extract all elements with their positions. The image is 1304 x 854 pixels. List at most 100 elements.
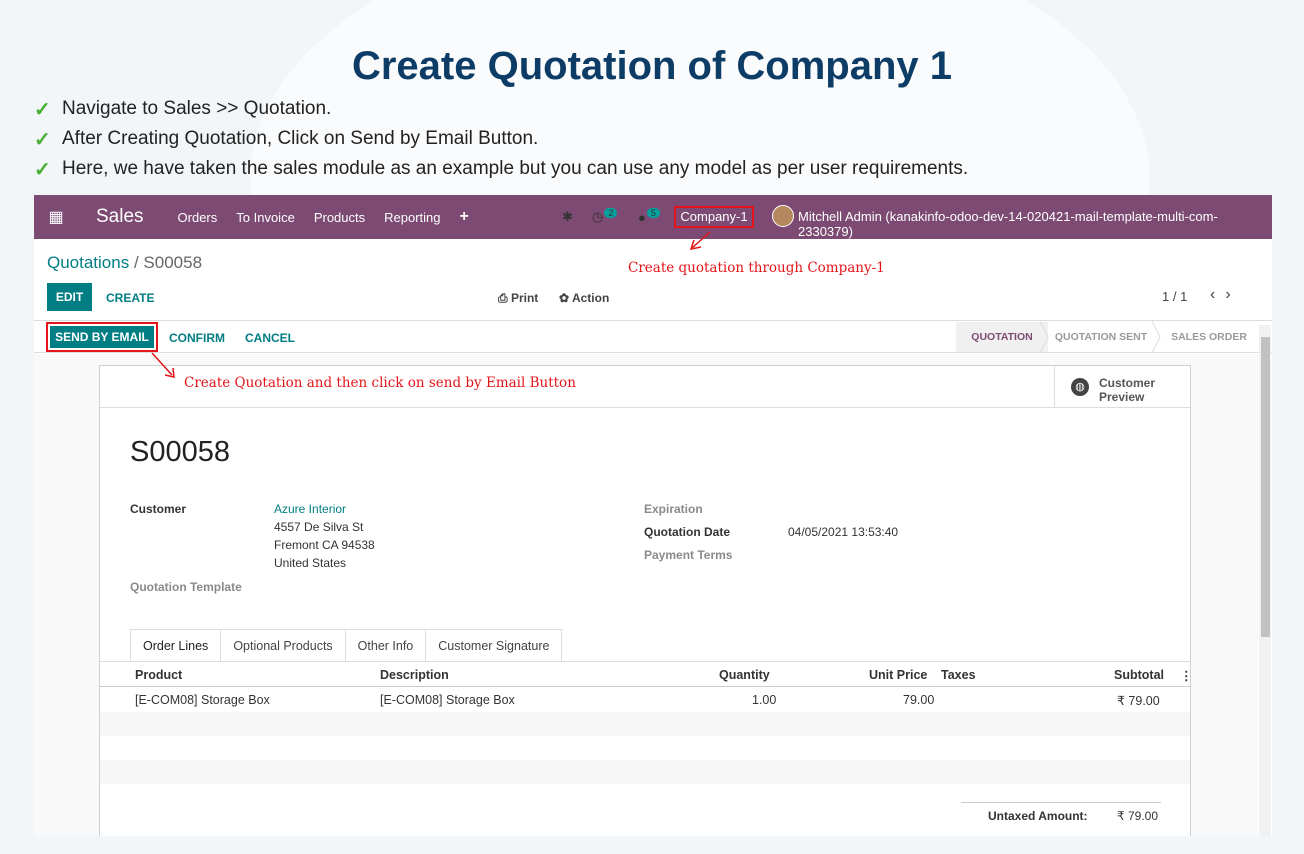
stage-separators xyxy=(1039,321,1161,354)
check-icon: ✓ xyxy=(34,128,51,151)
untaxed-amount-value: ₹ 79.00 xyxy=(1117,809,1158,823)
activity-badge: 2 xyxy=(604,208,618,218)
column-header-description[interactable]: Description xyxy=(380,668,449,682)
instruction-text: Navigate to Sales >> Quotation. xyxy=(62,98,332,119)
check-icon: ✓ xyxy=(34,98,51,121)
table-row xyxy=(100,760,1190,784)
instruction-item: ✓ Here, we have taken the sales module as… xyxy=(34,154,968,184)
customer-label: Customer xyxy=(130,502,187,516)
tab-customer-signature[interactable]: Customer Signature xyxy=(425,629,563,661)
apps-grid-icon[interactable]: ▦ xyxy=(48,209,64,226)
payment-terms-label: Payment Terms xyxy=(644,548,733,562)
scrollbar-thumb[interactable] xyxy=(1261,337,1270,637)
customer-preview-button[interactable]: ◍ Customer Preview xyxy=(1054,366,1190,407)
button-box: ◍ Customer Preview xyxy=(100,366,1190,408)
breadcrumb: Quotations / S00058 xyxy=(47,253,202,273)
instruction-item: ✓ Navigate to Sales >> Quotation. xyxy=(34,94,968,124)
print-label: Print xyxy=(510,291,539,305)
cancel-button[interactable]: CANCEL xyxy=(245,331,295,345)
chevron-right-icon[interactable]: › xyxy=(1225,286,1241,303)
action-button[interactable]: ✿ Action xyxy=(559,291,609,305)
line-quantity[interactable]: 1.00 xyxy=(752,693,777,707)
status-bar xyxy=(34,321,1272,353)
stage-quotation[interactable]: QUOTATION xyxy=(956,322,1048,352)
send-by-email-button[interactable]: SEND BY EMAIL xyxy=(50,326,154,348)
confirm-button[interactable]: CONFIRM xyxy=(169,331,225,345)
menu-products[interactable]: Products xyxy=(313,209,366,225)
avatar[interactable] xyxy=(772,205,794,227)
instruction-text: Here, we have taken the sales module as … xyxy=(62,158,969,179)
tab-order-lines[interactable]: Order Lines xyxy=(130,629,222,661)
column-header-subtotal[interactable]: Subtotal xyxy=(1114,668,1164,682)
customer-preview-label: Customer Preview xyxy=(1099,376,1155,404)
expiration-label: Expiration xyxy=(644,502,703,516)
app-name[interactable]: Sales xyxy=(96,206,144,227)
annotation-arrows xyxy=(151,231,711,378)
preview-line: Customer xyxy=(1099,376,1156,390)
table-row xyxy=(100,712,1190,736)
stage-sales-order[interactable]: SALES ORDER xyxy=(1171,331,1247,343)
menu-to-invoice[interactable]: To Invoice xyxy=(236,209,295,225)
menu-orders[interactable]: Orders xyxy=(177,209,218,225)
breadcrumb-quotations[interactable]: Quotations xyxy=(47,253,130,272)
address-line: Fremont CA 94538 xyxy=(274,538,375,552)
order-name: S00058 xyxy=(130,436,230,468)
address-line: 4557 De Silva St xyxy=(274,520,364,534)
untaxed-amount-label: Untaxed Amount: xyxy=(988,809,1088,823)
column-header-unit-price[interactable]: Unit Price xyxy=(869,668,928,682)
tab-other-info[interactable]: Other Info xyxy=(344,629,427,661)
line-product[interactable]: [E-COM08] Storage Box xyxy=(135,693,270,707)
quotation-date-label: Quotation Date xyxy=(644,525,730,539)
messages-button[interactable]: ● 5 xyxy=(638,195,660,239)
send-by-email-highlight: SEND BY EMAIL xyxy=(46,322,158,352)
annotation-company: Create quotation through Company-1 xyxy=(628,260,885,276)
chat-icon: ● xyxy=(638,209,646,225)
action-label: Action xyxy=(571,291,610,305)
edit-button[interactable]: EDIT xyxy=(47,283,92,311)
odoo-screenshot: ▦ Sales Orders To Invoice Products Repor… xyxy=(34,195,1272,836)
column-header-product[interactable]: Product xyxy=(135,668,183,682)
instruction-list: ✓ Navigate to Sales >> Quotation. ✓ After … xyxy=(34,94,968,184)
debug-icon[interactable]: ✱ xyxy=(562,209,573,224)
line-unit-price[interactable]: 79.00 xyxy=(903,693,935,707)
company-switcher[interactable]: Company-1 xyxy=(674,206,754,228)
divider xyxy=(100,661,1190,662)
gear-icon: ✿ xyxy=(559,291,572,305)
kebab-menu-icon[interactable]: ⋮ xyxy=(1180,669,1193,683)
instruction-text: After Creating Quotation, Click on Send … xyxy=(62,128,539,149)
quotation-date-value[interactable]: 04/05/2021 13:53:40 xyxy=(788,525,899,539)
column-header-taxes[interactable]: Taxes xyxy=(941,668,976,682)
annotation-send-email: Create Quotation and then click on send … xyxy=(184,375,576,391)
stage-quotation-sent[interactable]: QUOTATION SENT xyxy=(1054,331,1148,343)
printer-icon: ⎙ xyxy=(498,291,511,305)
pager-value[interactable]: 1 / 1 xyxy=(1162,289,1188,304)
breadcrumb-separator: / xyxy=(133,253,144,272)
print-button[interactable]: ⎙ Print xyxy=(498,291,538,306)
customer-link[interactable]: Azure Interior xyxy=(274,502,347,516)
form-sheet: ◍ Customer Preview S00058 Customer Azure… xyxy=(99,365,1193,836)
plus-icon[interactable]: + xyxy=(459,208,469,225)
activity-button[interactable]: ◷ 2 xyxy=(592,195,618,239)
line-subtotal: ₹ 79.00 xyxy=(1117,694,1160,708)
divider xyxy=(961,802,1161,803)
globe-icon: ◍ xyxy=(1071,378,1089,396)
pager-navigation: ‹› xyxy=(1210,286,1241,304)
notebook-tabs: Order Lines Optional Products Other Info… xyxy=(130,629,563,661)
messages-badge: 5 xyxy=(646,208,660,218)
column-header-quantity[interactable]: Quantity xyxy=(719,668,770,682)
chevron-left-icon[interactable]: ‹ xyxy=(1210,286,1226,303)
instruction-item: ✓ After Creating Quotation, Click on Send… xyxy=(34,124,968,154)
table-row xyxy=(100,736,1190,760)
clock-icon: ◷ xyxy=(592,209,604,224)
slide-title: Create Quotation of Company 1 xyxy=(351,44,953,88)
quotation-template-label: Quotation Template xyxy=(130,580,242,594)
divider xyxy=(34,320,1272,321)
user-menu[interactable]: Mitchell Admin (kanakinfo-odoo-dev-14-02… xyxy=(798,209,1218,239)
address-line: United States xyxy=(274,556,347,570)
breadcrumb-current: S00058 xyxy=(143,253,203,272)
check-icon: ✓ xyxy=(34,158,51,181)
menu-reporting[interactable]: Reporting xyxy=(384,209,441,225)
create-button[interactable]: CREATE xyxy=(106,291,155,305)
tab-optional-products[interactable]: Optional Products xyxy=(220,629,346,661)
line-description[interactable]: [E-COM08] Storage Box xyxy=(380,693,515,707)
